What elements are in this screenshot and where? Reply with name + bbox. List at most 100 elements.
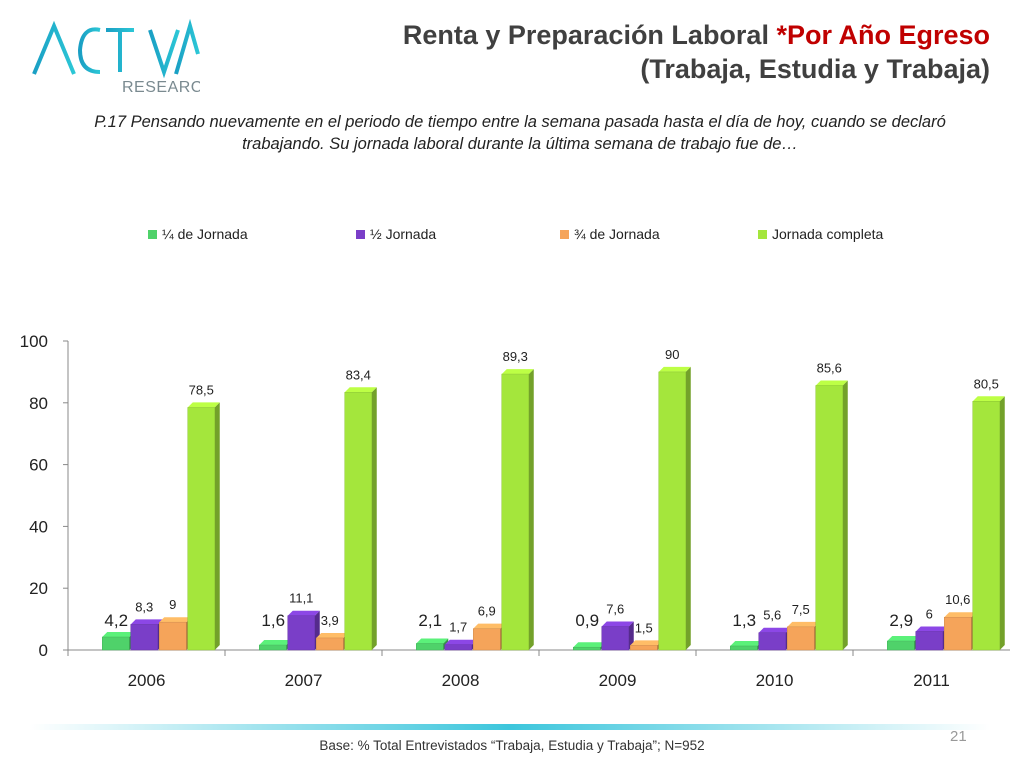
legend-swatch-three-quarter xyxy=(560,229,569,239)
legend-item-half: ½ Jornada xyxy=(356,226,436,242)
bar-2-2006 xyxy=(159,621,187,651)
footer-swoosh xyxy=(30,724,990,730)
data-label: 0,9 xyxy=(575,611,599,630)
x-tick-label: 2006 xyxy=(128,671,166,690)
legend-item-full: Jornada completa xyxy=(758,226,883,242)
data-label: 3,9 xyxy=(321,613,339,628)
bar-1-2008 xyxy=(444,644,472,651)
bar-top xyxy=(787,621,820,627)
footnote: Base: % Total Entrevistados “Trabaja, Es… xyxy=(319,738,705,753)
bar-3-2007 xyxy=(344,392,372,651)
bar-top xyxy=(658,366,691,372)
bar-top xyxy=(473,623,506,629)
bar-top xyxy=(416,638,449,644)
data-label: 6 xyxy=(926,606,933,621)
data-label: 4,2 xyxy=(104,611,128,630)
data-label: 78,5 xyxy=(189,382,214,397)
chart-data-labels: 4,2 8,3 9 78,5 1,6 11,1 3,9 83,4 2,1 1,7 6,9 89,3 0,… xyxy=(104,347,998,635)
logo-subtitle: RESEARCH xyxy=(122,79,200,96)
legend-item-quarter: ¼ de Jornada xyxy=(148,226,248,242)
bar-2-2007 xyxy=(316,637,344,651)
data-label: 5,6 xyxy=(763,608,781,623)
bar-2-2009 xyxy=(630,645,658,651)
bar-3-2006 xyxy=(187,407,215,651)
bar-top xyxy=(972,396,1005,402)
data-label: 9 xyxy=(169,597,176,612)
data-label: 80,5 xyxy=(974,376,999,391)
data-label: 83,4 xyxy=(346,367,371,382)
bar-3-2009 xyxy=(658,371,686,651)
data-label: 7,6 xyxy=(606,602,624,617)
bar-top xyxy=(444,639,477,645)
x-tick-label: 2011 xyxy=(913,671,950,690)
bar-0-2006 xyxy=(102,636,130,651)
legend-label-half: ½ Jornada xyxy=(370,226,437,242)
legend-label-three-quarter: ¾ de Jornada xyxy=(574,226,660,242)
legend-swatch-half xyxy=(356,229,365,239)
data-label: 11,1 xyxy=(289,591,313,606)
chart-bars xyxy=(102,366,1005,651)
data-label: 10,6 xyxy=(945,592,970,607)
x-tick-label: 2009 xyxy=(599,671,637,690)
bar-1-2007 xyxy=(287,615,315,651)
data-label: 2,9 xyxy=(889,611,913,630)
data-label: 7,5 xyxy=(792,602,810,617)
legend-swatch-quarter xyxy=(148,229,157,239)
bar-3-2008 xyxy=(501,373,529,651)
bar-side xyxy=(214,402,220,650)
data-label: 8,3 xyxy=(135,599,153,614)
bar-top xyxy=(815,380,848,386)
question-text: P.17 Pensando nuevamente en el periodo d… xyxy=(94,113,946,153)
y-tick-label: 0 xyxy=(39,641,48,660)
bar-2-2010 xyxy=(787,626,815,651)
bar-1-2006 xyxy=(130,624,158,651)
bar-top xyxy=(944,612,977,618)
data-label: 1,7 xyxy=(449,620,467,635)
data-label: 6,9 xyxy=(478,604,496,619)
bar-0-2010 xyxy=(730,645,758,651)
data-label: 85,6 xyxy=(817,360,842,375)
title-line-2: (Trabaja, Estudia y Trabaja) xyxy=(640,54,990,84)
bar-2-2008 xyxy=(473,628,501,651)
bar-side xyxy=(528,369,534,650)
chart-legend: ¼ de Jornada ½ Jornada ¾ de Jornada Jorn… xyxy=(0,226,1024,246)
data-label: 90 xyxy=(665,347,679,362)
bar-0-2011 xyxy=(887,640,915,651)
y-tick-label: 60 xyxy=(29,456,48,475)
bar-top xyxy=(344,387,377,393)
bar-top xyxy=(187,402,220,408)
bar-top xyxy=(259,640,292,646)
data-label: 1,3 xyxy=(732,611,756,630)
bar-2-2011 xyxy=(944,616,972,651)
title-line-1: Renta y Preparación Laboral *Por Año Egr… xyxy=(403,18,990,52)
y-tick-label: 80 xyxy=(29,394,48,413)
x-tick-label: 2008 xyxy=(442,671,480,690)
x-tick-label: 2010 xyxy=(756,671,794,690)
bar-top xyxy=(915,626,948,632)
bar-top xyxy=(730,640,763,646)
bar-top xyxy=(316,632,349,638)
bar-side xyxy=(371,387,377,650)
bar-top xyxy=(159,617,192,623)
title-accent: *Por Año Egreso xyxy=(776,20,990,50)
bar-side xyxy=(685,366,691,650)
bar-top xyxy=(601,621,634,627)
bar-0-2007 xyxy=(259,644,287,651)
title-main: Renta y Preparación Laboral xyxy=(402,20,777,50)
bar-top xyxy=(573,642,606,648)
data-label: 89,3 xyxy=(503,349,528,364)
bar-1-2011 xyxy=(915,631,943,651)
bar-0-2009 xyxy=(573,646,601,651)
chart-axes: 0 20 40 60 80 100 2006 2007 2008 2009 2010 2011 xyxy=(20,332,1010,690)
legend-item-three-quarter: ¾ de Jornada xyxy=(560,226,660,242)
page-number: 21 xyxy=(950,728,967,745)
legend-label-full: Jornada completa xyxy=(772,226,884,242)
bar-side xyxy=(999,396,1005,650)
bar-top xyxy=(102,632,135,638)
data-label: 2,1 xyxy=(418,611,442,630)
y-tick-label: 40 xyxy=(29,517,48,536)
legend-swatch-full xyxy=(758,229,767,239)
bar-1-2009 xyxy=(601,626,629,651)
bar-side xyxy=(628,621,634,650)
